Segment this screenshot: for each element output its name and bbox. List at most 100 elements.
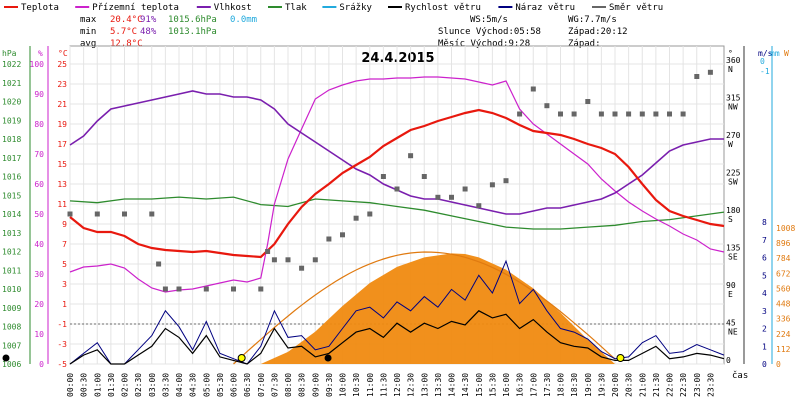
- axis-tick-ms: 5: [762, 271, 767, 280]
- direction-point: [517, 111, 523, 117]
- axis-tick-temp: 1: [62, 300, 67, 309]
- axis-tick-compass: E: [728, 290, 733, 299]
- chart-title: 24.4.2015: [361, 51, 434, 66]
- axis-tick-hpa: 1018: [2, 135, 21, 144]
- x-tick-label: 14:30: [461, 373, 470, 397]
- axis-tick-w: 0: [776, 360, 781, 369]
- legend-label: Směr větru: [609, 3, 663, 13]
- axis-tick-ms: 7: [762, 236, 767, 245]
- sunrise-marker: [237, 354, 246, 362]
- axis-tick-hpa: 1011: [2, 266, 21, 275]
- axis-tick-hpa: 1014: [2, 210, 21, 219]
- direction-point: [544, 103, 550, 109]
- axis-tick-hpa: 1008: [2, 323, 21, 332]
- axis-tick-pct: 80: [34, 120, 44, 129]
- axis-tick-hpa: 1016: [2, 173, 21, 182]
- axis-tick-w: 336: [776, 315, 791, 324]
- axis-tick-hpa: 1006: [2, 360, 21, 369]
- legend-label: Tlak: [285, 3, 307, 13]
- x-tick-label: 23:30: [706, 373, 715, 397]
- axis-tick-temp: 19: [57, 120, 67, 129]
- axis-tick-dir: 45: [726, 319, 736, 328]
- x-tick-label: 01:30: [107, 373, 116, 397]
- direction-point: [231, 286, 236, 292]
- direction-point: [176, 286, 182, 292]
- series-rychlost-vetru: [69, 310, 725, 365]
- x-tick-label: 08:00: [284, 373, 293, 397]
- x-tick-label: 21:30: [652, 373, 661, 397]
- x-tick-label: 05:00: [202, 373, 211, 397]
- axis-tick-temp: -3: [57, 340, 67, 349]
- direction-point: [598, 111, 604, 117]
- axis-tick-temp: 21: [57, 100, 67, 109]
- axis-tick-mm: 0: [760, 57, 765, 66]
- axis-tick-hpa: 1021: [2, 79, 21, 88]
- stats-block: max 20.4°C91% 1015.6hPa 0.0mm min 5.7°C 48% 101…: [80, 15, 628, 49]
- direction-point: [421, 174, 427, 179]
- x-tick-label: 11:00: [366, 373, 375, 397]
- axis-tick-hpa: 1017: [2, 154, 21, 163]
- x-tick-label: 07:30: [270, 373, 279, 397]
- x-tick-label: 00:00: [66, 373, 75, 397]
- direction-point: [367, 211, 373, 217]
- stat-min: 48%: [140, 27, 157, 37]
- x-tick-label: 06:30: [243, 373, 252, 397]
- axis-tick-compass: W: [728, 140, 733, 149]
- legend-label: Teplota: [21, 3, 59, 13]
- direction-point: [435, 194, 441, 200]
- direction-point: [67, 211, 73, 217]
- series-teplota: [69, 108, 725, 259]
- stat-sun-set: Západ:20:12: [568, 27, 628, 37]
- axis-unit-dir: °: [728, 49, 733, 58]
- direction-point: [707, 69, 713, 75]
- stat-min: 1013.1hPa: [168, 27, 217, 37]
- direction-point: [380, 174, 386, 179]
- axis-tick-pct: 50: [34, 210, 44, 219]
- axis-tick-pct: 100: [30, 60, 45, 69]
- axis-tick-ms: 3: [762, 307, 767, 316]
- x-tick-label: 18:00: [557, 373, 566, 397]
- stat-moon-set: Západ:: [568, 39, 601, 49]
- x-tick-label: 03:00: [148, 373, 157, 397]
- direction-point: [353, 215, 359, 221]
- x-tick-label: 06:00: [230, 373, 239, 397]
- direction-point: [312, 257, 318, 263]
- stat-avg: avg: [80, 39, 96, 49]
- direction-point: [122, 211, 127, 217]
- axis-tick-dir: 0: [726, 356, 731, 365]
- stat-moon: Měsíc Východ:9:28: [438, 39, 530, 49]
- stat-max: 20.4°C: [110, 15, 143, 25]
- direction-point: [394, 186, 400, 192]
- moon-marker-left: [2, 354, 10, 362]
- direction-point: [558, 111, 563, 117]
- stat-max: 91%: [140, 15, 157, 25]
- direction-point: [408, 153, 414, 159]
- axis-tick-compass: SE: [728, 253, 738, 262]
- axis-tick-compass: NE: [728, 328, 738, 337]
- x-tick-label: 12:30: [407, 373, 416, 397]
- axis-tick-pct: 70: [34, 150, 44, 159]
- legend: Teplota Přízemní teplota Vlhkost Tlak Srážky…: [4, 3, 663, 13]
- x-tick-label: 19:30: [597, 373, 606, 397]
- axis-tick-temp: -1: [57, 320, 67, 329]
- axis-tick-temp: 9: [62, 220, 67, 229]
- axis-tick-temp: 13: [57, 180, 67, 189]
- axis-tick-compass: SW: [728, 178, 738, 187]
- x-tick-label: 02:00: [121, 373, 130, 397]
- axis-tick-ms: 1: [762, 342, 767, 351]
- direction-point: [265, 249, 271, 254]
- x-tick-label: 03:30: [161, 373, 170, 397]
- axis-tick-pct: 10: [34, 330, 44, 339]
- direction-point: [653, 111, 659, 117]
- x-tick-label: 09:00: [311, 373, 320, 397]
- series-smer-vetru: [67, 69, 713, 292]
- axis-tick-w: 448: [776, 300, 791, 309]
- axis-tick-w: 1008: [776, 224, 795, 233]
- direction-point: [680, 111, 686, 117]
- axis-tick-dir: 225: [726, 169, 741, 178]
- legend-label: Přízemní teplota: [92, 3, 179, 13]
- direction-point: [667, 111, 672, 117]
- series-naraz-vetru: [69, 259, 725, 365]
- stat-sun: Slunce Východ:05:58: [438, 27, 541, 37]
- series-tlak: [69, 196, 725, 230]
